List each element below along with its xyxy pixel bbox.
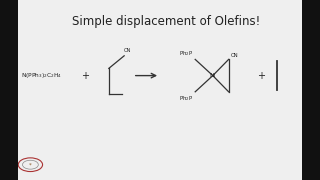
Bar — [0, 0, 18, 180]
Text: Ni: Ni — [210, 73, 216, 78]
Text: Ph$_2$P: Ph$_2$P — [179, 49, 194, 58]
Text: *: * — [29, 162, 32, 167]
Text: +: + — [81, 71, 89, 81]
Text: Ph$_2$P: Ph$_2$P — [179, 94, 194, 102]
Text: CN: CN — [231, 53, 239, 58]
Bar — [302, 0, 320, 180]
Text: +: + — [257, 71, 265, 81]
Bar — [18, 0, 302, 180]
Bar — [18, 0, 302, 180]
Text: CN: CN — [124, 48, 131, 53]
Text: Simple displacement of Olefins!: Simple displacement of Olefins! — [72, 15, 260, 28]
Text: N(PPh$_3$)$_2$C$_2$H$_4$: N(PPh$_3$)$_2$C$_2$H$_4$ — [21, 71, 62, 80]
